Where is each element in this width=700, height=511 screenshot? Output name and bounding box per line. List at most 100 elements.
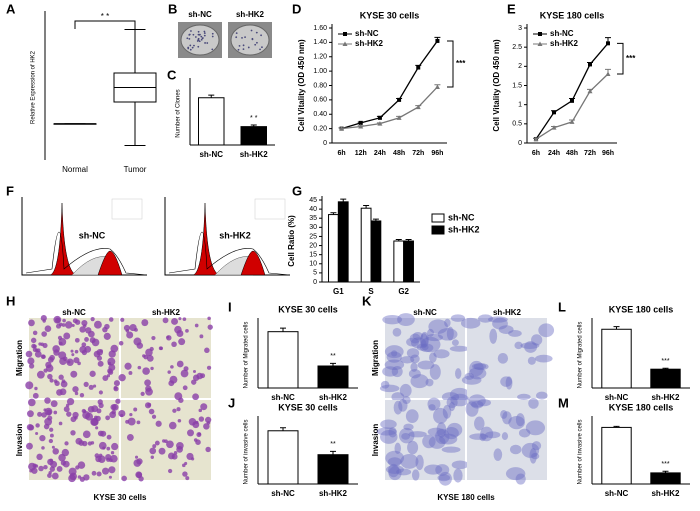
cell bbox=[48, 470, 52, 475]
cell bbox=[204, 347, 210, 354]
colony bbox=[189, 44, 192, 47]
significance: *** bbox=[661, 461, 669, 468]
cell bbox=[198, 408, 203, 413]
cell bbox=[388, 427, 397, 438]
cell bbox=[151, 335, 156, 341]
colony bbox=[235, 36, 238, 39]
cell bbox=[77, 475, 82, 479]
colony bbox=[204, 42, 206, 44]
x-tick-label: 72h bbox=[412, 150, 424, 157]
bar bbox=[393, 240, 405, 283]
marker bbox=[358, 120, 363, 125]
cell bbox=[96, 349, 104, 356]
cell bbox=[158, 346, 163, 351]
cell bbox=[171, 341, 177, 348]
cell bbox=[182, 463, 186, 468]
cell bbox=[441, 446, 461, 453]
cell bbox=[136, 342, 144, 349]
cell bbox=[384, 345, 404, 359]
cell bbox=[70, 430, 76, 436]
cell bbox=[111, 409, 116, 415]
cell bbox=[433, 407, 448, 424]
cell bbox=[514, 341, 523, 350]
legend-label: sh-NC bbox=[355, 29, 379, 38]
cell bbox=[409, 333, 421, 344]
cell bbox=[143, 354, 149, 360]
colony bbox=[238, 44, 241, 47]
cell bbox=[451, 339, 459, 346]
bar bbox=[328, 214, 339, 283]
cell bbox=[96, 355, 103, 361]
panel-letter: K bbox=[362, 293, 372, 308]
caption: KYSE 180 cells bbox=[437, 493, 495, 502]
y-tick-label: 1.5 bbox=[512, 82, 522, 89]
cell bbox=[74, 349, 79, 354]
cell bbox=[81, 349, 88, 356]
cell bbox=[419, 343, 434, 353]
cell bbox=[77, 461, 86, 469]
cell bbox=[34, 386, 38, 391]
cell bbox=[137, 365, 142, 370]
y-axis-label: Cell Vitality (OD 450 nm) bbox=[492, 39, 501, 132]
cell bbox=[43, 408, 47, 412]
cell bbox=[71, 323, 75, 327]
colony bbox=[187, 47, 190, 50]
cell bbox=[60, 460, 67, 466]
cell bbox=[192, 421, 200, 429]
cell bbox=[127, 417, 136, 426]
panel-letter: A bbox=[6, 1, 16, 16]
panel-letter: L bbox=[558, 299, 566, 314]
cell bbox=[460, 317, 481, 329]
significance-bracket bbox=[74, 20, 136, 29]
cell bbox=[393, 400, 403, 415]
cell bbox=[497, 352, 509, 364]
cell bbox=[155, 420, 162, 427]
cell bbox=[446, 396, 458, 408]
cell bbox=[469, 433, 489, 440]
cell bbox=[40, 315, 47, 322]
cell bbox=[63, 406, 70, 413]
cell bbox=[394, 442, 401, 455]
y-tick-label: 40 bbox=[309, 206, 317, 213]
cell bbox=[103, 332, 111, 340]
colony bbox=[200, 38, 203, 41]
bar bbox=[650, 368, 681, 389]
cell bbox=[106, 446, 111, 451]
colony bbox=[254, 43, 257, 46]
cell bbox=[468, 367, 487, 380]
cell bbox=[538, 323, 555, 338]
cell bbox=[71, 353, 75, 357]
cell bbox=[98, 441, 107, 450]
cell bbox=[96, 408, 102, 414]
x-tick-label: 24h bbox=[548, 150, 560, 157]
cell bbox=[25, 350, 33, 358]
y-tick-label: 2 bbox=[518, 63, 522, 70]
cell bbox=[424, 464, 443, 475]
cell bbox=[118, 409, 126, 418]
cell bbox=[49, 378, 54, 383]
cell bbox=[83, 381, 89, 387]
cell bbox=[32, 330, 38, 336]
x-tick-label: sh-NC bbox=[199, 150, 223, 159]
marker bbox=[397, 97, 402, 102]
legend-label: sh-NC bbox=[448, 212, 475, 222]
colony bbox=[198, 33, 201, 36]
cell bbox=[162, 317, 169, 324]
cell bbox=[198, 416, 205, 422]
cell bbox=[171, 317, 179, 325]
cell bbox=[38, 465, 44, 472]
cell bbox=[391, 392, 405, 402]
cell bbox=[500, 376, 513, 387]
cell bbox=[36, 453, 43, 461]
legend-label: sh-HK2 bbox=[550, 39, 579, 48]
x-tick-label: sh-NC bbox=[605, 489, 629, 498]
colony bbox=[242, 48, 245, 51]
cell bbox=[515, 473, 526, 485]
cell bbox=[47, 458, 54, 466]
cell bbox=[386, 351, 402, 363]
cell bbox=[55, 317, 61, 324]
colony bbox=[251, 38, 254, 41]
cell bbox=[79, 326, 86, 333]
cell bbox=[176, 360, 184, 368]
